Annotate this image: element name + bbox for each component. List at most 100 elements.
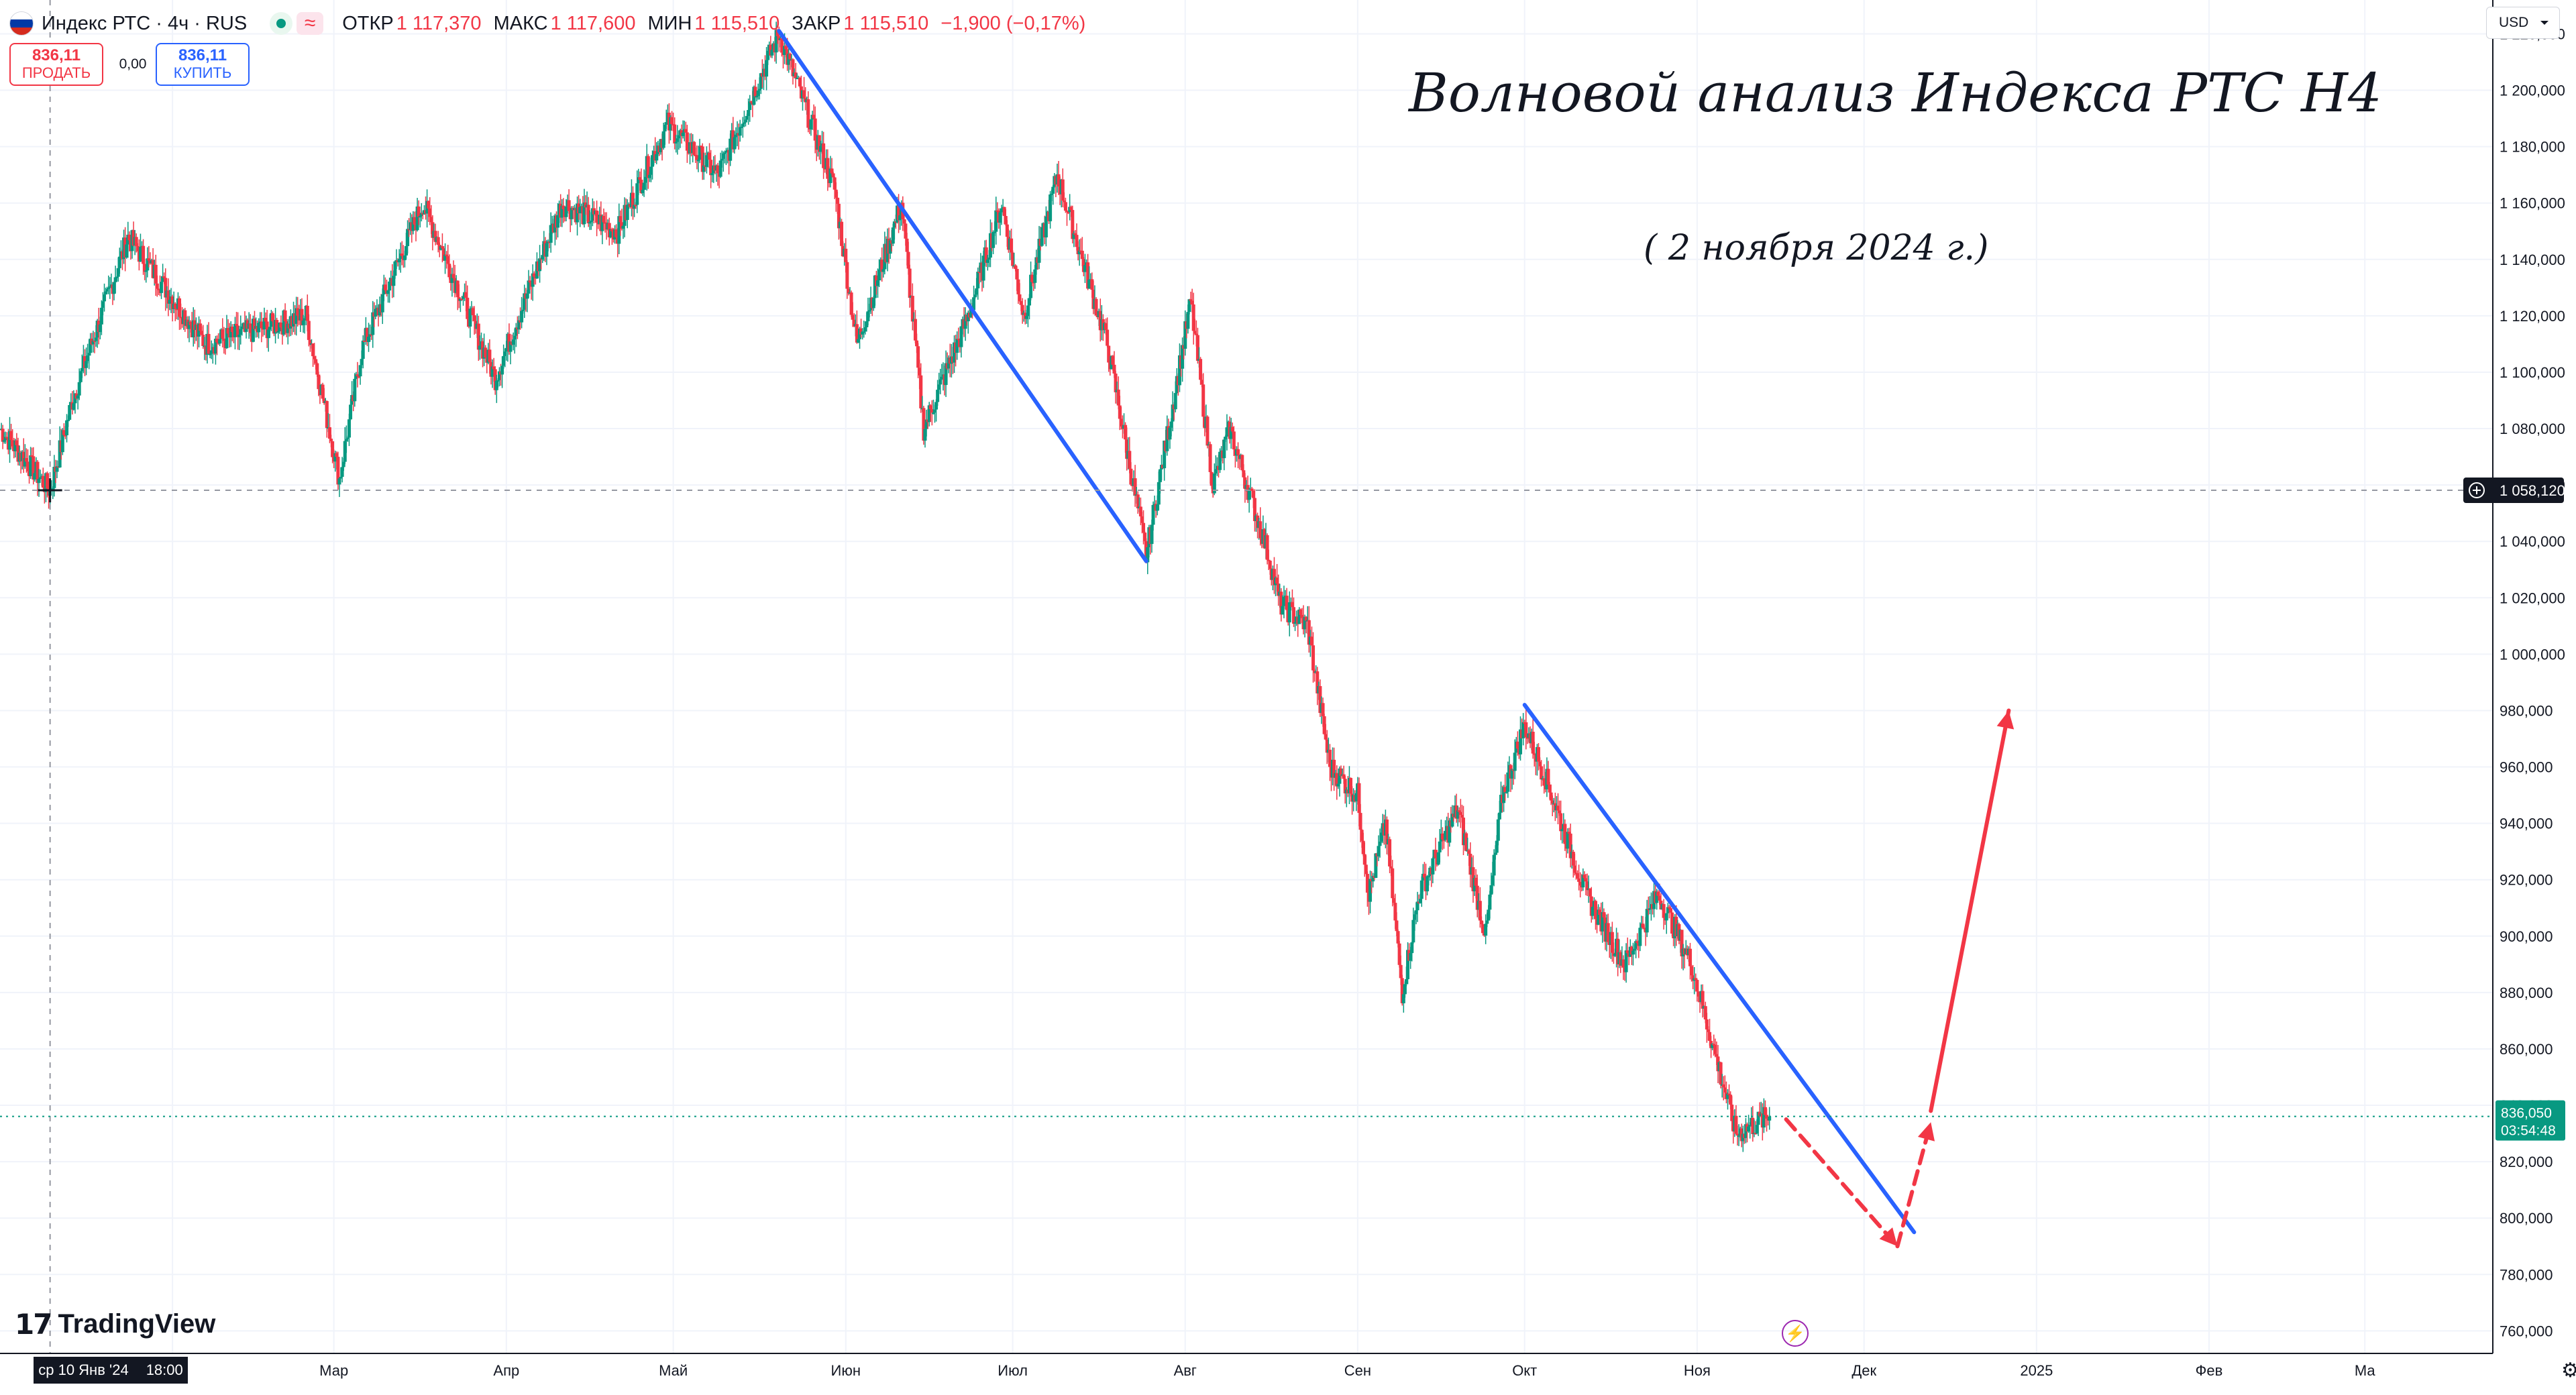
candle-body — [1057, 174, 1061, 187]
candle-body — [1705, 1019, 1709, 1029]
candle-body — [127, 234, 131, 241]
candle-body — [264, 317, 268, 322]
candle-body — [1536, 746, 1540, 762]
candle-body — [1727, 1093, 1731, 1095]
candle-body — [1024, 316, 1028, 319]
candle-body — [1489, 885, 1493, 895]
currency-select[interactable]: USD — [2486, 7, 2560, 39]
wave-indicator-icon[interactable]: ≈ — [297, 12, 324, 35]
candle-body — [620, 222, 624, 229]
candle-body — [360, 359, 364, 366]
candle-body — [1396, 931, 1400, 944]
candle-body — [1510, 769, 1514, 779]
symbol-header: Индекс РТС · 4ч · RUS ≈ ОТКР 1 117,370 МА… — [9, 7, 1085, 40]
forecast-arrow-head — [1917, 1122, 1935, 1141]
candle-body — [765, 60, 769, 77]
visibility-eye-icon[interactable] — [270, 12, 293, 35]
candle-body — [496, 380, 500, 382]
candle-body — [1568, 833, 1572, 858]
candle-body — [863, 327, 867, 332]
candle-body — [1426, 876, 1430, 892]
candle-body — [923, 429, 927, 441]
wave-trend-line — [1522, 703, 1917, 1235]
candle-body — [1016, 279, 1020, 294]
candle-body — [866, 311, 870, 322]
candle-body — [1448, 820, 1452, 843]
candle-body — [1128, 451, 1132, 469]
candle-body — [638, 177, 642, 180]
candle-body — [1106, 329, 1110, 346]
gear-icon[interactable]: ⚙ — [2561, 1359, 2576, 1382]
buy-button[interactable]: 836,11 КУПИТЬ — [156, 43, 250, 86]
candle-body — [143, 264, 147, 272]
candle-body — [663, 125, 667, 131]
candle-body — [877, 269, 881, 281]
candle-body — [441, 248, 445, 261]
candle-body — [1020, 304, 1024, 315]
price-tick-label: 1 140,000 — [2500, 252, 2565, 268]
candle-body — [300, 309, 304, 325]
candle-body — [161, 276, 165, 282]
candle-body — [818, 146, 822, 152]
lightning-icon[interactable]: ⚡ — [1782, 1320, 1809, 1347]
candle-body — [1591, 907, 1595, 916]
candle-body — [844, 248, 848, 262]
candle-body — [1140, 516, 1144, 523]
candle-body — [1641, 924, 1645, 928]
candle-body — [1540, 766, 1544, 780]
candle-body — [1655, 891, 1659, 903]
candle-body — [1072, 233, 1076, 239]
candle-body — [608, 229, 612, 237]
candle-body — [685, 132, 689, 151]
ohlc-close: ЗАКР 1 115,510 — [792, 12, 929, 34]
candle-body — [784, 46, 788, 50]
candle-body — [525, 293, 529, 299]
candle-body — [464, 292, 468, 298]
candle-body — [1281, 606, 1285, 615]
sell-price: 836,11 — [32, 46, 81, 64]
candle-body — [1496, 819, 1500, 841]
candle-body — [1556, 805, 1560, 811]
candle-body — [305, 305, 309, 321]
candle-body — [221, 329, 225, 339]
candle-body — [831, 173, 835, 178]
candle-body — [1360, 830, 1364, 841]
candle-body — [429, 217, 433, 223]
candle-body — [520, 311, 524, 323]
candle-body — [1695, 980, 1699, 992]
candle-body — [1371, 875, 1375, 882]
candle-body — [649, 166, 653, 175]
candle-body — [1460, 815, 1464, 818]
candle-body — [904, 223, 908, 239]
candle-body — [380, 294, 384, 313]
candle-body — [168, 300, 172, 304]
candle-body — [362, 340, 366, 342]
candle-body — [1224, 436, 1228, 440]
candle-body — [1706, 1029, 1710, 1032]
symbol-title[interactable]: Индекс РТС · 4ч · RUS — [42, 12, 248, 34]
candle-body — [1325, 739, 1329, 753]
candle-body — [160, 282, 164, 293]
candle-body — [86, 355, 90, 361]
tradingview-logo[interactable]: 17 TradingView — [15, 1308, 215, 1341]
candle-body — [178, 298, 182, 317]
candle-body — [802, 90, 806, 98]
candle-body — [1023, 313, 1027, 319]
candle-body — [987, 258, 991, 260]
candle-body — [218, 339, 222, 344]
candle-body — [661, 131, 665, 148]
sell-button[interactable]: 836,11 ПРОДАТЬ — [9, 43, 103, 86]
candle-body — [237, 334, 241, 337]
candle-body — [774, 30, 778, 53]
russia-flag-icon — [9, 11, 34, 36]
candle-body — [898, 215, 902, 221]
candle-body — [1560, 829, 1564, 832]
candle-body — [755, 96, 759, 98]
candle-body — [303, 318, 307, 321]
candle-body — [455, 280, 460, 298]
candle-body — [862, 331, 866, 333]
candle-body — [1090, 279, 1094, 290]
candle-body — [1664, 913, 1668, 921]
candle-body — [1285, 596, 1289, 610]
